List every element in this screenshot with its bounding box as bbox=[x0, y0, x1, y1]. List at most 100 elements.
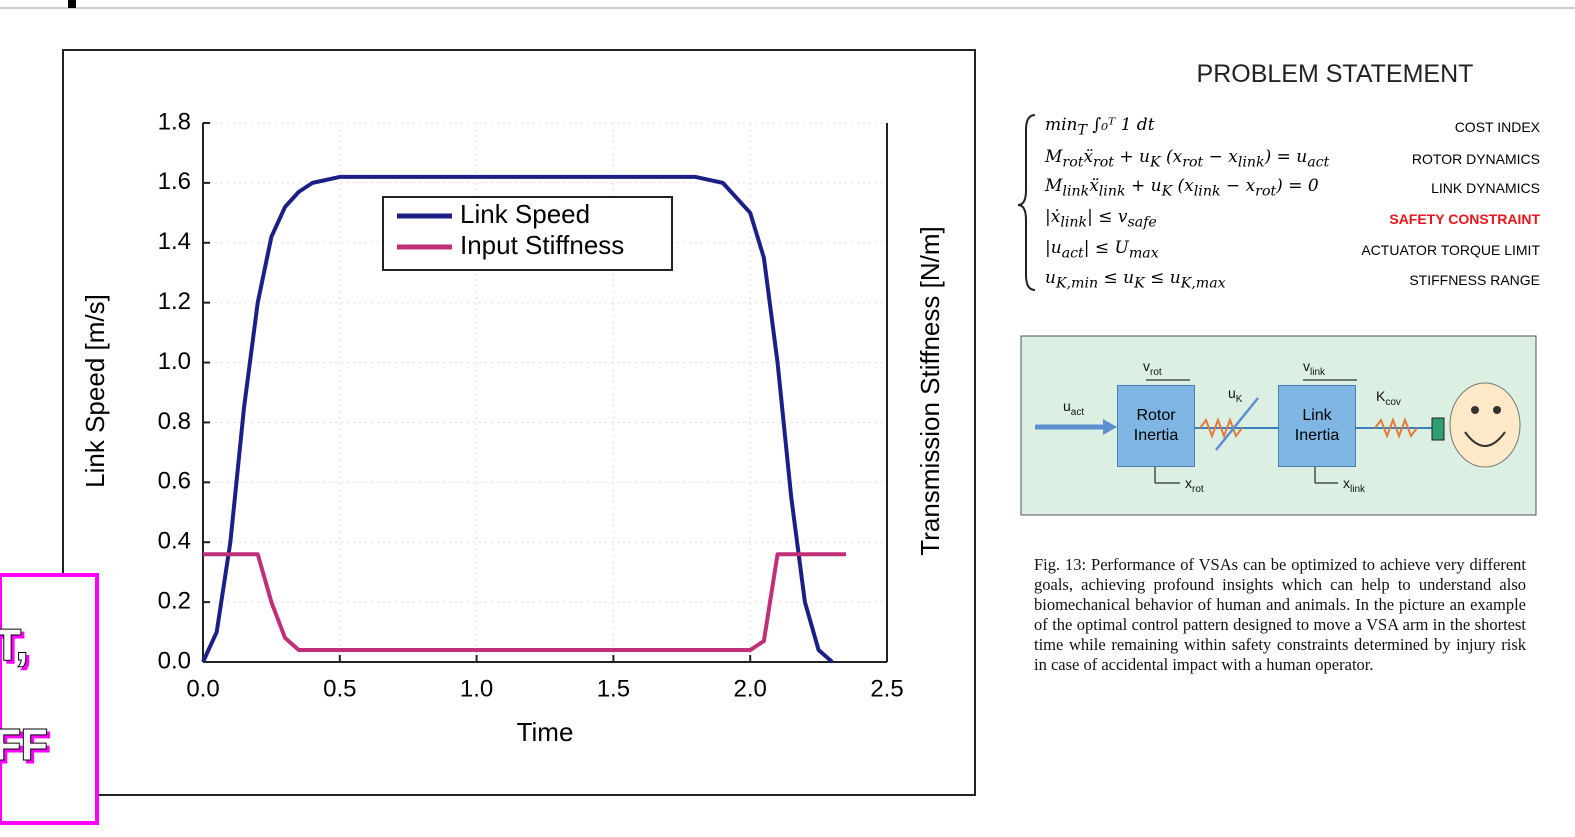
eye bbox=[1493, 406, 1501, 414]
problem-title: PROBLEM STATEMENT bbox=[1196, 60, 1474, 88]
constraint-label: STIFFNESS RANGE bbox=[1409, 272, 1540, 288]
constraint-label: LINK DYNAMICS bbox=[1431, 180, 1540, 196]
spring bbox=[1199, 417, 1243, 439]
arrow-head bbox=[1103, 419, 1117, 435]
formula: minT ∫₀ᵀ 1 dt bbox=[1045, 115, 1155, 139]
subscript: K bbox=[1161, 183, 1173, 200]
subscript: act bbox=[1307, 154, 1330, 171]
text-part: ẍ bbox=[1089, 176, 1099, 196]
diagram-label: vrot bbox=[1143, 358, 1162, 378]
text-part: M bbox=[1045, 176, 1063, 196]
x-tick-label: 0.0 bbox=[186, 675, 219, 702]
x-tick-label: 1.5 bbox=[597, 675, 630, 702]
legend-label: Link Speed bbox=[460, 199, 590, 229]
text-part: (x bbox=[1160, 147, 1183, 167]
side-text: FF bbox=[0, 721, 48, 770]
x-tick-label: 0.5 bbox=[323, 675, 356, 702]
x-tick-label: 2.5 bbox=[870, 675, 903, 702]
spring bbox=[1374, 417, 1418, 439]
text-part: |ẋ bbox=[1045, 207, 1061, 227]
side-text: T, bbox=[0, 621, 28, 670]
y-axis-label: Link Speed [m/s] bbox=[80, 294, 110, 488]
diagram-label: Kcov bbox=[1376, 388, 1401, 408]
y-tick-label: 0.0 bbox=[158, 647, 191, 674]
equation-row: Mrotẍrot + uK (xrot − xlink) = uact ROTOR… bbox=[1045, 147, 1540, 177]
subscript: link bbox=[1193, 183, 1221, 200]
text-part: ) = 0 bbox=[1276, 176, 1319, 196]
text-part: ∫₀ᵀ 1 dt bbox=[1086, 115, 1155, 135]
subscript: T bbox=[1077, 122, 1087, 139]
equation-row: uK,min ≤ uK ≤ uK,max STIFFNESS RANGE bbox=[1045, 268, 1540, 298]
text-part: + u bbox=[1125, 176, 1162, 196]
text-part: K bbox=[1376, 388, 1386, 404]
y-tick-label: 1.4 bbox=[158, 228, 191, 255]
text-part: + u bbox=[1113, 147, 1150, 167]
subscript: act bbox=[1061, 245, 1084, 262]
subscript: K bbox=[1134, 275, 1145, 292]
diagram-label: uK bbox=[1228, 385, 1242, 405]
data-line bbox=[203, 552, 846, 653]
text-part: v bbox=[1143, 358, 1150, 374]
text-part: ẍ bbox=[1083, 147, 1093, 167]
text-part: (x bbox=[1172, 176, 1194, 196]
constraint-label: ACTUATOR TORQUE LIMIT bbox=[1361, 242, 1540, 258]
side-box bbox=[0, 573, 99, 825]
variable-arrow bbox=[1215, 397, 1259, 451]
y-tick-label: 1.6 bbox=[158, 168, 191, 195]
text-part: u bbox=[1063, 398, 1071, 414]
text-part: v bbox=[1303, 358, 1310, 374]
text-part: M bbox=[1045, 147, 1063, 167]
subscript: safe bbox=[1127, 214, 1157, 231]
text-part: x bbox=[1343, 475, 1350, 491]
y-tick-label: 0.4 bbox=[158, 528, 191, 555]
x-axis-label: Time bbox=[517, 717, 574, 747]
text-part: min bbox=[1045, 115, 1078, 135]
legend-label: Input Stiffness bbox=[460, 230, 624, 260]
subscript: rot bbox=[1192, 483, 1204, 495]
subscript: act bbox=[1070, 406, 1085, 418]
formula: |ẋlink| ≤ vsafe bbox=[1045, 207, 1157, 231]
corner-mark bbox=[68, 0, 76, 8]
subscript: max bbox=[1128, 245, 1159, 262]
diagram-label: xlink bbox=[1343, 475, 1365, 495]
pad bbox=[1431, 417, 1445, 441]
subscript: rot bbox=[1182, 154, 1204, 171]
rotor-box: Rotor Inertia bbox=[1117, 385, 1195, 467]
equation-row: Mlinkẍlink + uK (xlink − xrot) = 0 LINK D… bbox=[1045, 176, 1540, 206]
text-part: ≤ u bbox=[1098, 268, 1135, 288]
text-part: | ≤ U bbox=[1083, 238, 1129, 258]
eye bbox=[1471, 406, 1479, 414]
y-tick-label: 1.2 bbox=[158, 288, 191, 315]
text-part: x bbox=[1185, 475, 1192, 491]
subscript: rot bbox=[1062, 154, 1084, 171]
y-tick-label: 0.2 bbox=[158, 587, 191, 614]
diagram-label: uact bbox=[1063, 398, 1084, 418]
subscript: link bbox=[1062, 183, 1090, 200]
subscript: rot bbox=[1150, 366, 1162, 378]
text-part: − x bbox=[1220, 176, 1256, 196]
formula: uK,min ≤ uK ≤ uK,max bbox=[1045, 268, 1226, 292]
constraint-label: SAFETY CONSTRAINT bbox=[1389, 211, 1540, 227]
subscript: link bbox=[1310, 366, 1326, 378]
caption: Fig. 13: Performance of VSAs can be opti… bbox=[1034, 555, 1526, 674]
smile bbox=[1464, 431, 1506, 447]
brace bbox=[1017, 114, 1036, 291]
text-part: u bbox=[1045, 268, 1056, 288]
face bbox=[1449, 382, 1521, 468]
subscript: link bbox=[1237, 154, 1265, 171]
diagram-label: xrot bbox=[1185, 475, 1204, 495]
text-part: | ≤ v bbox=[1087, 207, 1128, 227]
text-part: − x bbox=[1203, 147, 1238, 167]
text-part: ≤ u bbox=[1144, 268, 1181, 288]
data-line bbox=[201, 174, 834, 664]
y-tick-label: 1.0 bbox=[158, 348, 191, 375]
constraint-label: ROTOR DYNAMICS bbox=[1411, 151, 1540, 167]
subscript: K,min bbox=[1055, 275, 1099, 292]
equation-row: |uact| ≤ Umax ACTUATOR TORQUE LIMIT bbox=[1045, 238, 1540, 268]
y-tick-label: 0.8 bbox=[158, 408, 191, 435]
x-tick-label: 1.0 bbox=[460, 675, 493, 702]
y-tick-label: 1.8 bbox=[158, 108, 191, 135]
equation-row: |ẋlink| ≤ vsafe SAFETY CONSTRAINT bbox=[1045, 207, 1540, 237]
